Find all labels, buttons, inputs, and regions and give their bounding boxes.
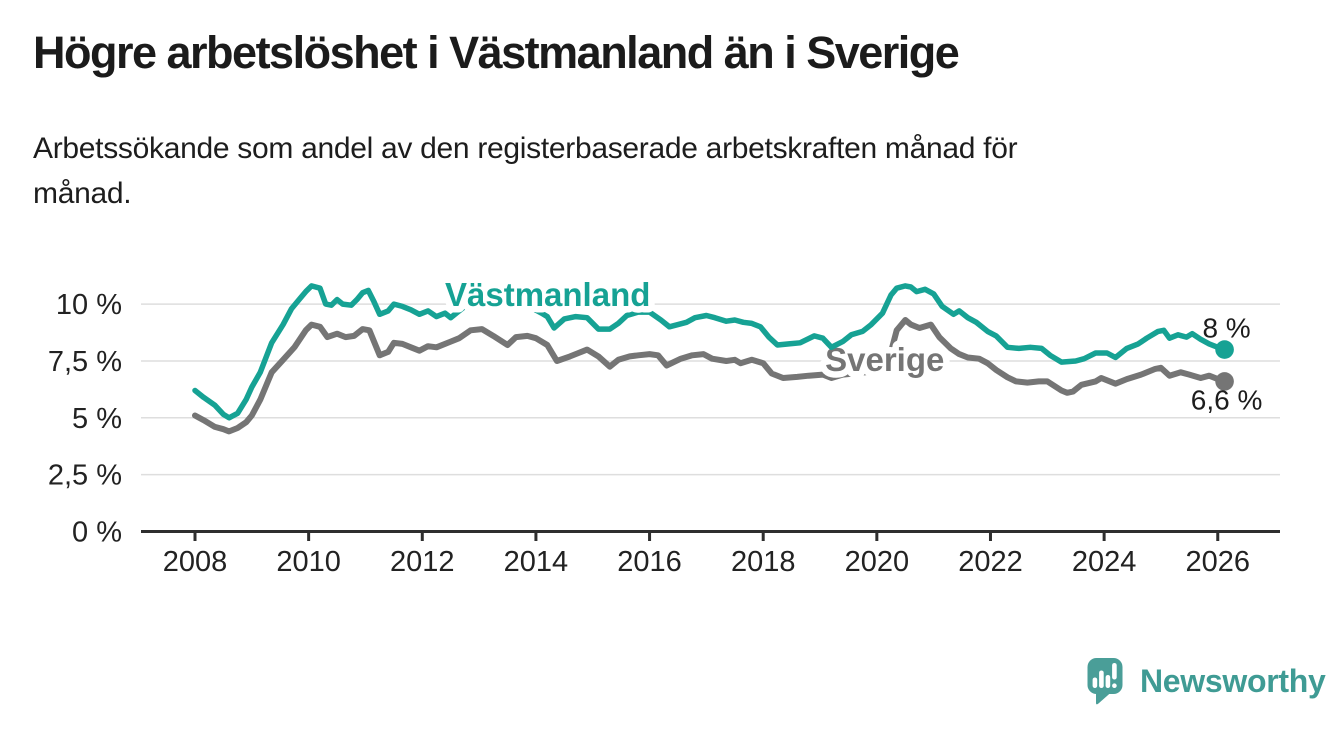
x-tick-label: 2026 <box>1186 546 1251 578</box>
subtitle-line-2: månad. <box>33 177 132 210</box>
series-endpoint-dot <box>1215 340 1234 359</box>
y-tick-label: 2,5 % <box>48 460 122 492</box>
x-tick-label: 2010 <box>276 546 341 578</box>
y-tick-label: 10 % <box>56 289 122 321</box>
series-end-value-label: 8 % <box>1202 313 1250 344</box>
y-tick-label: 5 % <box>72 403 122 435</box>
series-endpoint-dot <box>1215 372 1234 391</box>
x-tick-label: 2012 <box>390 546 455 578</box>
x-tick-label: 2024 <box>1072 546 1137 578</box>
series-line-västmanland <box>192 283 1228 421</box>
x-tick-label: 2014 <box>504 546 569 578</box>
y-tick-label: 0 % <box>72 517 122 549</box>
chart-subtitle: Arbetssökande som andel av den registerb… <box>33 126 1018 216</box>
series-line-sverige <box>192 317 1228 435</box>
series-end-value-label: 6,6 % <box>1191 384 1263 415</box>
series-label: Sverige <box>825 341 944 378</box>
newsworthy-logo-text: Newsworthy <box>1140 662 1326 699</box>
page-title: Högre arbetslöshet i Västmanland än i Sv… <box>33 27 960 78</box>
series-label: Västmanland <box>445 276 650 313</box>
y-tick-label: 7,5 % <box>48 346 122 378</box>
newsworthy-chart-bubble-icon <box>1087 657 1123 704</box>
x-tick-label: 2022 <box>958 546 1023 578</box>
newsworthy-logo: Newsworthy <box>1087 655 1326 707</box>
x-tick-label: 2008 <box>163 546 228 578</box>
x-tick-label: 2020 <box>845 546 910 578</box>
subtitle-line-1: Arbetssökande som andel av den registerb… <box>33 132 1018 165</box>
x-tick-label: 2018 <box>731 546 796 578</box>
x-tick-label: 2016 <box>617 546 682 578</box>
